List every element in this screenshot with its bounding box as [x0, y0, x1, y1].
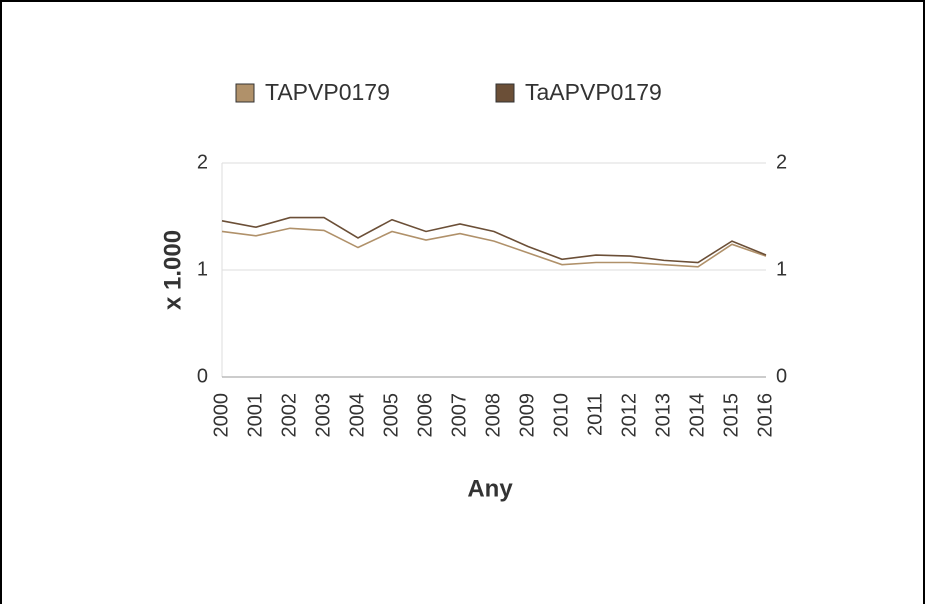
- x-tick-label: 2016: [754, 393, 776, 438]
- y-axis-title: x 1.000: [159, 230, 186, 310]
- x-tick-label: 2008: [482, 393, 504, 438]
- x-tick-label: 2009: [516, 393, 538, 438]
- legend-swatch: [495, 83, 515, 103]
- x-tick-label: 2003: [312, 393, 334, 438]
- y2-tick-label: 1: [776, 258, 787, 280]
- x-tick-label: 2010: [550, 393, 572, 438]
- x-tick-label: 2005: [380, 393, 402, 438]
- x-tick-label: 2014: [686, 393, 708, 438]
- x-tick-label: 2004: [346, 393, 368, 438]
- x-tick-label: 2013: [652, 393, 674, 438]
- x-tick-label: 2007: [448, 393, 470, 438]
- x-tick-label: 2006: [414, 393, 436, 438]
- legend-label: TAPVP0179: [265, 79, 390, 105]
- x-tick-label: 2012: [618, 393, 640, 438]
- y2-tick-label: 0: [776, 365, 787, 387]
- x-axis-title: Any: [467, 475, 513, 502]
- legend-label: TaAPVP0179: [525, 79, 662, 105]
- x-tick-label: 2000: [210, 393, 232, 438]
- y-tick-label: 2: [197, 151, 208, 173]
- x-tick-label: 2011: [584, 393, 606, 436]
- y-tick-label: 1: [197, 258, 208, 280]
- series-line: [221, 227, 767, 268]
- y2-tick-label: 2: [776, 151, 787, 173]
- y-tick-label: 0: [197, 365, 208, 387]
- x-tick-label: 2015: [720, 393, 742, 438]
- legend-swatch: [235, 83, 255, 103]
- series-line: [221, 216, 767, 264]
- x-tick-label: 2001: [244, 393, 266, 438]
- x-tick-label: 2002: [278, 393, 300, 438]
